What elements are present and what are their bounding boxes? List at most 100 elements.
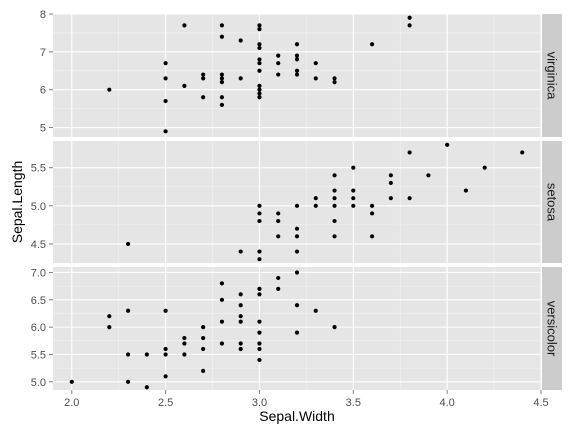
data-point-versicolor [238,341,243,346]
data-point-virginica [257,61,262,66]
facet-panels: 5 6 7 8 virginica 4.5 5.0 5.5 setosa 5.0 5.5 6.0 6.5… [31,9,562,390]
data-point-virginica [369,42,375,47]
data-point-versicolor [313,308,318,313]
facet-strip [542,267,562,390]
data-point-setosa [276,234,281,239]
data-point-versicolor [107,314,112,319]
data-point-versicolor [294,330,300,335]
data-point-virginica [219,102,225,107]
data-point-virginica [257,91,262,96]
y-tick-label: 6 [40,85,46,97]
data-point-versicolor [144,385,149,390]
data-point-versicolor [201,368,206,373]
data-point-virginica [313,61,318,66]
data-point-setosa [294,249,300,254]
data-point-setosa [257,249,262,254]
data-point-versicolor [257,341,262,346]
data-point-setosa [388,180,393,186]
data-point-setosa [257,203,262,208]
x-tick-label: 3.0 [252,397,267,409]
x-axis-title: Sepal.Width [259,408,334,424]
data-point-versicolor [257,319,262,324]
data-point-setosa [313,203,318,208]
data-point-setosa [388,173,393,178]
data-point-virginica [257,42,262,47]
data-point-versicolor [69,379,74,384]
data-point-setosa [351,203,356,208]
data-point-setosa [369,211,375,216]
data-point-versicolor [125,352,131,357]
data-point-virginica [182,23,187,28]
data-point-versicolor [238,319,243,324]
data-point-setosa [313,196,318,201]
data-point-versicolor [257,292,262,297]
data-point-virginica [407,15,412,20]
data-point-versicolor [182,352,187,357]
y-tick-label: 4.5 [31,239,46,251]
panel-background [53,267,541,390]
data-point-versicolor [238,314,243,319]
data-point-versicolor [182,335,187,341]
data-point-setosa [351,165,356,170]
data-point-setosa [332,203,337,208]
data-point-versicolor [163,346,168,352]
data-point-virginica [219,34,225,39]
data-point-setosa [445,142,450,147]
data-point-virginica [257,45,262,51]
data-point-setosa [125,241,131,247]
data-point-setosa [332,173,337,178]
x-tick-label: 2.5 [158,397,173,409]
data-point-virginica [201,76,206,81]
facet-strip [542,141,562,263]
data-point-virginica [276,53,281,58]
y-tick-label: 7 [40,47,46,59]
y-tick-label: 5.0 [31,377,46,389]
data-point-virginica [276,72,281,77]
facet-strip-label: versicolor [545,301,560,357]
data-point-versicolor [257,286,262,291]
x-tick-label: 4.0 [440,397,455,409]
data-point-setosa [294,234,300,239]
data-point-virginica [257,27,262,32]
data-point-virginica [163,98,168,104]
data-point-versicolor [182,341,187,346]
data-point-virginica [257,57,262,62]
data-point-virginica [219,76,225,81]
facet-panel-versicolor: 5.0 5.5 6.0 6.5 7.0 versicolor [31,267,562,390]
data-point-virginica [294,72,300,77]
data-point-versicolor [219,319,225,324]
data-point-versicolor [219,297,225,302]
data-point-versicolor [238,346,243,352]
x-tick-label: 3.5 [346,397,361,409]
data-point-virginica [219,95,225,100]
x-tick-label: 4.5 [533,397,548,409]
x-tick-label: 2.0 [64,397,79,409]
data-point-setosa [482,165,487,170]
data-point-versicolor [294,303,300,308]
data-point-versicolor [238,303,243,308]
data-point-virginica [238,38,243,43]
data-point-setosa [332,218,337,224]
y-tick-label: 8 [40,9,46,21]
data-point-setosa [257,257,262,262]
data-point-setosa [276,218,281,224]
data-point-virginica [201,95,206,100]
data-point-virginica [238,76,243,81]
data-point-virginica [219,23,225,28]
data-point-virginica [201,72,206,77]
data-point-setosa [351,188,356,193]
data-point-virginica [313,76,318,81]
data-point-virginica [163,76,168,81]
data-point-virginica [257,95,262,100]
data-point-setosa [332,234,337,239]
data-point-versicolor [276,286,281,291]
data-point-virginica [332,80,337,85]
data-point-setosa [257,218,262,224]
data-point-versicolor [144,352,149,357]
data-point-virginica [163,129,168,134]
data-point-setosa [369,234,375,239]
data-point-virginica [182,83,187,89]
data-point-versicolor [201,325,206,330]
data-point-virginica [276,61,281,66]
